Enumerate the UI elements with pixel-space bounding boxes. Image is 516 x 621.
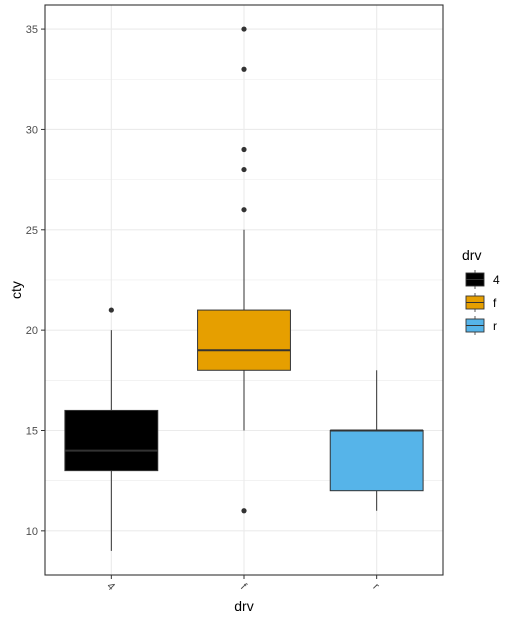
legend-label: 4 bbox=[493, 273, 500, 287]
legend: drv 4 fr bbox=[462, 247, 500, 335]
box-iqr bbox=[329, 429, 424, 492]
y-axis-title: cty bbox=[8, 281, 24, 299]
legend-label: r bbox=[493, 319, 497, 333]
y-tick-label: 15 bbox=[26, 425, 38, 437]
legend-title: drv bbox=[462, 247, 481, 263]
y-tick-label: 30 bbox=[26, 124, 38, 136]
box-iqr bbox=[197, 309, 291, 371]
outlier-point bbox=[241, 146, 247, 153]
legend-key-f: f bbox=[465, 293, 497, 312]
outlier-point bbox=[241, 26, 247, 32]
outlier-point bbox=[241, 66, 247, 72]
box-4 bbox=[64, 307, 159, 551]
y-tick-label: 25 bbox=[26, 225, 38, 237]
outlier-point bbox=[241, 508, 247, 514]
box-iqr bbox=[64, 409, 159, 472]
x-tick-label: r bbox=[370, 581, 381, 592]
outlier-point bbox=[241, 166, 247, 173]
x-tick-label: f bbox=[238, 581, 249, 592]
legend-key-r: r bbox=[465, 316, 497, 335]
x-axis-title: drv bbox=[234, 598, 253, 614]
box-layer bbox=[64, 26, 424, 551]
y-tick-label: 20 bbox=[26, 325, 38, 337]
y-tick-label: 10 bbox=[26, 526, 38, 538]
legend-key-4: 4 bbox=[465, 270, 500, 289]
y-axis: 10 15 20 25 30 35 bbox=[26, 24, 45, 538]
outlier-point bbox=[241, 207, 247, 213]
box-f bbox=[197, 26, 291, 514]
legend-label: f bbox=[493, 296, 497, 310]
y-tick-label: 35 bbox=[26, 24, 38, 36]
x-tick-label: 4 bbox=[104, 580, 117, 593]
x-axis: 4 f r bbox=[104, 575, 382, 593]
box-r bbox=[329, 370, 424, 511]
outlier-point bbox=[108, 307, 114, 313]
